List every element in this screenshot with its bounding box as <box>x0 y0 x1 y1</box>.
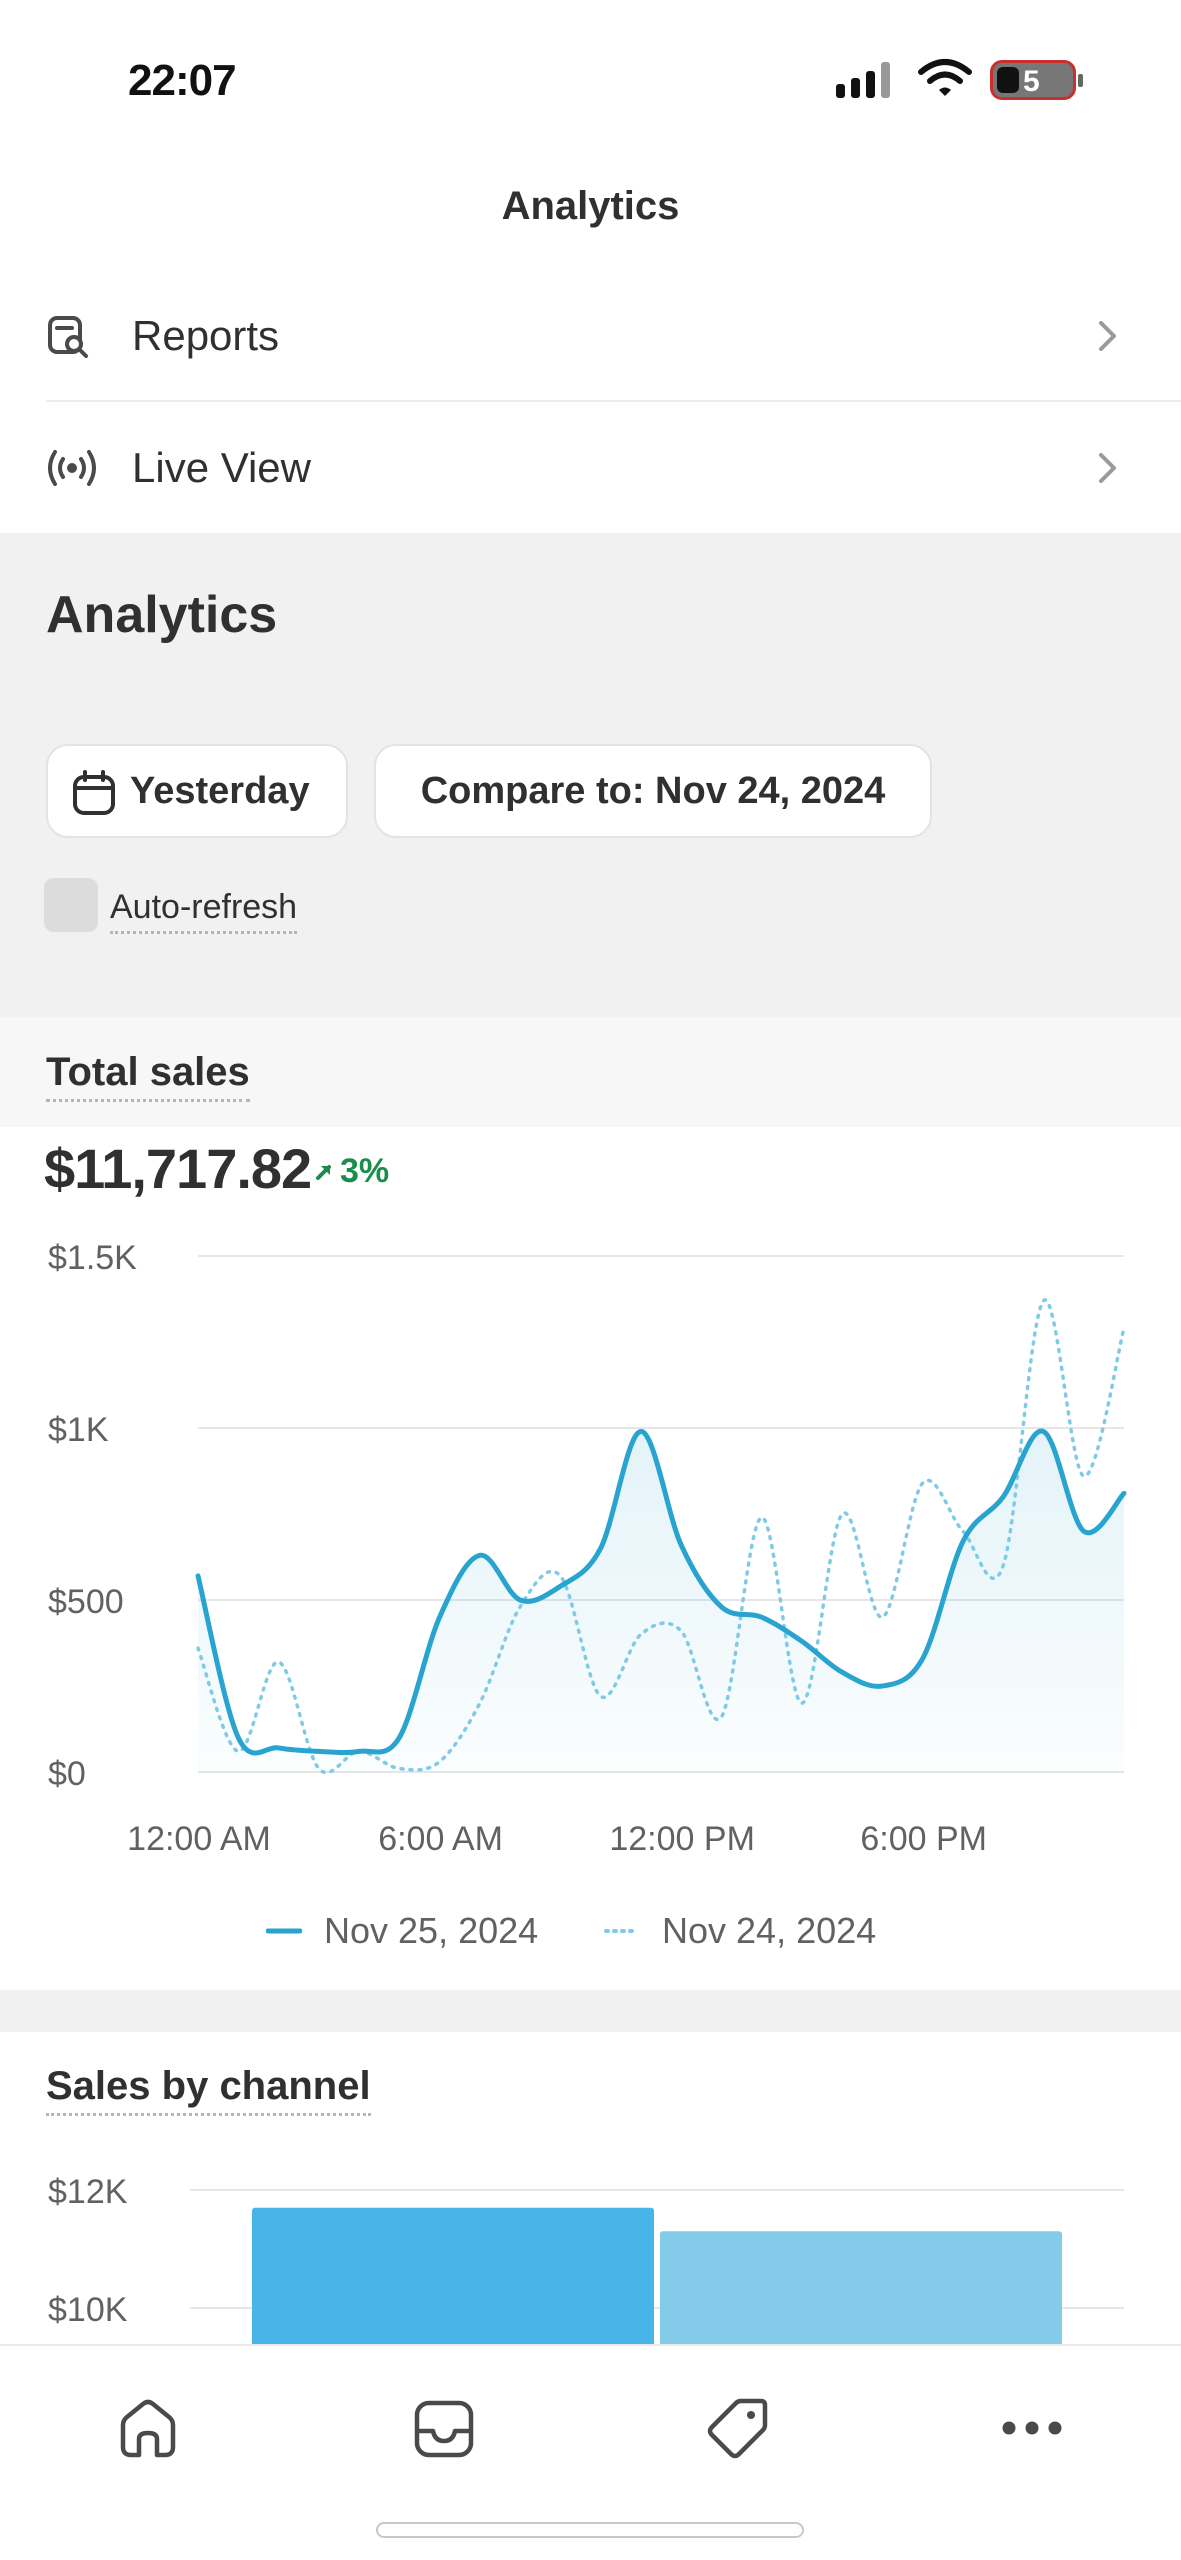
x-tick-label: 6:00 PM <box>860 1820 987 1858</box>
sales-by-channel-title[interactable]: Sales by channel <box>46 2064 371 2116</box>
total-sales-value: $11,717.82 <box>44 1137 312 1200</box>
tab-products[interactable] <box>698 2388 778 2468</box>
date-range-button[interactable]: Yesterday <box>46 744 348 838</box>
date-range-label: Yesterday <box>130 769 310 812</box>
tab-home[interactable] <box>108 2388 188 2468</box>
x-tick-label: 12:00 AM <box>127 1820 271 1858</box>
reports-icon <box>48 316 88 358</box>
card-separator <box>0 1990 1181 2032</box>
y-tick-label: $500 <box>48 1583 124 1621</box>
tab-more[interactable] <box>992 2388 1072 2468</box>
tab-orders[interactable] <box>404 2388 484 2468</box>
analytics-section-title: Analytics <box>46 586 278 644</box>
solid-line-swatch-icon <box>266 1928 302 1934</box>
sales-delta-badge: 3% <box>314 1152 389 1191</box>
series-area-nov-25 <box>198 1431 1124 1772</box>
y-tick-label: $0 <box>48 1755 86 1793</box>
chevron-right-icon <box>1099 453 1116 483</box>
battery-icon: 5 <box>990 60 1083 100</box>
orders-inbox-icon <box>414 2400 474 2458</box>
home-indicator[interactable] <box>376 2522 804 2538</box>
auto-refresh-checkbox[interactable] <box>44 878 98 932</box>
arrow-up-right-icon <box>316 1164 331 1180</box>
legend-label: Nov 25, 2024 <box>324 1910 539 1951</box>
live-view-icon <box>48 450 96 486</box>
sales-delta-value: 3% <box>340 1152 390 1190</box>
total-sales-line-chart: $0 $500 $1K $1.5K 12:00 AM 6:00 AM 12:00 PM 6:0… <box>48 1239 1127 1858</box>
y-tick-label: $1.5K <box>48 1239 137 1277</box>
auto-refresh-label[interactable]: Auto-refresh <box>110 888 298 934</box>
menu-item-label: Live View <box>132 444 311 491</box>
page-title: Analytics <box>501 184 680 228</box>
status-bar: 22:07 5 <box>0 0 1181 150</box>
products-tag-icon <box>707 2398 768 2459</box>
legend-item-nov-24[interactable]: Nov 24, 2024 <box>604 1910 876 1952</box>
menu-divider <box>46 400 1181 402</box>
x-tick-label: 6:00 AM <box>378 1820 503 1858</box>
sales-by-channel-bar-chart: $12K $10K <box>48 2173 1124 2344</box>
legend-item-nov-25[interactable]: Nov 25, 2024 <box>266 1910 538 1952</box>
menu-item-reports[interactable]: Reports <box>0 270 1181 402</box>
cellular-signal-icon <box>836 62 890 98</box>
channel-bar[interactable] <box>252 2207 654 2344</box>
series-line-nov-25 <box>195 1428 1127 1756</box>
dotted-line-swatch-icon <box>604 1929 640 1933</box>
channel-bar[interactable] <box>660 2231 1062 2344</box>
home-icon <box>120 2399 176 2458</box>
legend-label: Nov 24, 2024 <box>662 1910 877 1951</box>
y-tick-label: $1K <box>48 1411 109 1449</box>
chart-legend: Nov 25, 2024 Nov 24, 2024 <box>0 1910 1181 1960</box>
total-sales-title[interactable]: Total sales <box>46 1050 250 1102</box>
compare-date-label: Compare to: Nov 24, 2024 <box>420 769 886 812</box>
calendar-icon <box>73 770 115 815</box>
more-icon <box>1002 2421 1062 2435</box>
wifi-icon <box>918 59 972 96</box>
menu-item-live-view[interactable]: Live View <box>0 402 1181 534</box>
y-tick-label: $12K <box>48 2173 128 2211</box>
y-tick-label: $10K <box>48 2291 128 2329</box>
compare-date-button[interactable]: Compare to: Nov 24, 2024 <box>374 744 932 838</box>
status-time: 22:07 <box>128 56 237 105</box>
x-tick-label: 12:00 PM <box>609 1820 755 1858</box>
menu-item-label: Reports <box>132 312 280 359</box>
total-sales-header <box>0 1017 1181 1127</box>
chevron-right-icon <box>1099 321 1116 351</box>
